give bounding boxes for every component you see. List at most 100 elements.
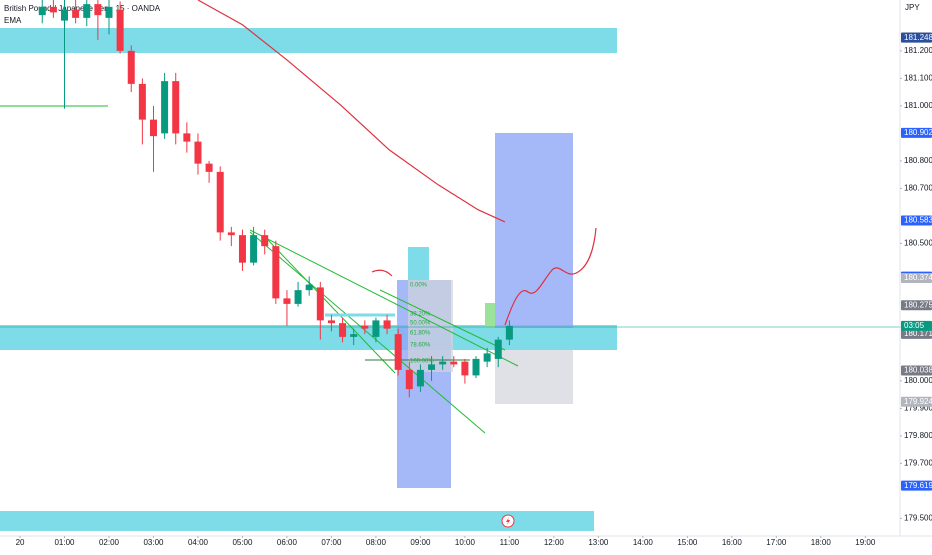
candle-body xyxy=(461,361,469,376)
x-tick-label: 04:00 xyxy=(188,538,209,547)
candle-body xyxy=(138,83,146,120)
candle-body xyxy=(194,141,202,164)
fib-label: 100.00% xyxy=(410,359,434,365)
candle-body xyxy=(316,287,324,321)
price-badge xyxy=(901,273,932,284)
candle-body xyxy=(272,246,280,299)
candle-body xyxy=(72,9,80,18)
candle-body xyxy=(383,320,391,329)
candle-body xyxy=(339,323,347,337)
price-badge-label: 180.275 xyxy=(904,300,932,309)
fib-label: 0.00% xyxy=(410,283,428,289)
y-tick-label: 181.200 xyxy=(904,46,932,55)
lower-zone xyxy=(0,511,594,531)
candle-body xyxy=(361,325,369,329)
x-tick-label: 10:00 xyxy=(455,538,476,547)
candle-body xyxy=(61,9,69,21)
arc-path xyxy=(371,269,393,277)
x-tick-label: 08:00 xyxy=(366,538,387,547)
candle-body xyxy=(127,50,135,84)
y-tick-label: 179.900 xyxy=(904,404,932,413)
currency-label: JPY xyxy=(905,3,920,12)
candle-body xyxy=(394,334,402,370)
indicator-label: EMA xyxy=(4,16,22,25)
x-tick-label: 11:00 xyxy=(500,538,520,547)
candle-body xyxy=(472,358,480,376)
y-tick-label: 180.000 xyxy=(904,376,932,385)
x-tick-label: 14:00 xyxy=(633,538,654,547)
candle-body xyxy=(505,325,513,340)
price-badge xyxy=(901,480,932,491)
candle-body xyxy=(205,163,213,172)
candle-body xyxy=(294,290,302,304)
y-tick-label: 179.800 xyxy=(904,431,932,440)
x-tick-label: 01:00 xyxy=(54,538,75,547)
candle-body xyxy=(216,171,224,233)
x-tick-label: 20 xyxy=(16,538,25,547)
candle-body xyxy=(116,9,124,51)
fib-label: 78.60% xyxy=(410,343,431,349)
trendline xyxy=(249,229,519,367)
price-badge xyxy=(901,127,932,138)
marker-box xyxy=(485,303,495,328)
candle-body xyxy=(327,320,335,324)
x-tick-label: 05:00 xyxy=(232,538,253,547)
y-tick-label: 180.800 xyxy=(904,156,932,165)
x-tick-label: 15:00 xyxy=(677,538,698,547)
price-badge-label: 180.902 xyxy=(904,128,932,137)
candle-body xyxy=(83,4,91,18)
demand-zone xyxy=(0,325,617,350)
candle-body xyxy=(238,235,246,263)
stop-box xyxy=(408,280,453,372)
candle-body xyxy=(416,369,424,387)
target-box xyxy=(495,133,573,328)
x-tick-label: 17:00 xyxy=(766,538,787,547)
candle-body xyxy=(372,320,380,337)
price-badge-label: 179.924 xyxy=(904,397,932,406)
candle-body xyxy=(38,6,46,16)
candle-body xyxy=(161,81,169,134)
trendlines xyxy=(0,105,519,434)
trendline xyxy=(379,289,506,351)
price-badge xyxy=(901,365,932,376)
price-badge-label: 180.171 xyxy=(904,329,932,338)
candle-body xyxy=(483,353,491,362)
candle-body xyxy=(283,298,291,304)
countdown-label: 03:05 xyxy=(904,321,925,330)
stop-box xyxy=(495,350,573,404)
y-tick-label: 180.500 xyxy=(904,238,932,247)
y-tick-label: 180.700 xyxy=(904,183,932,192)
candle-body xyxy=(305,284,313,291)
candle-body xyxy=(250,235,258,263)
price-badge xyxy=(901,396,932,407)
candle-body xyxy=(450,361,458,365)
price-badge xyxy=(901,300,932,311)
price-badge-label: 181.248 xyxy=(904,33,932,42)
x-tick-label: 09:00 xyxy=(410,538,431,547)
candle-body xyxy=(494,339,502,359)
x-tick-label: 12:00 xyxy=(544,538,565,547)
projection-path xyxy=(504,227,597,326)
x-tick-label: 19:00 xyxy=(855,538,876,547)
fib-label: 61.80% xyxy=(410,331,431,337)
price-badge-label: 179.619 xyxy=(904,481,932,490)
y-tick-label: 181.100 xyxy=(904,73,932,82)
ema-line xyxy=(197,0,506,223)
candle-body xyxy=(105,6,113,18)
candle-body xyxy=(172,81,180,134)
y-tick-label: 181.000 xyxy=(904,101,932,110)
x-tick-label: 16:00 xyxy=(722,538,743,547)
x-tick-label: 13:00 xyxy=(588,538,609,547)
fib-label: 38.20% xyxy=(410,312,431,318)
symbol-title: British Pound / Japanese Yen · 15 · OAND… xyxy=(4,4,161,13)
y-tick-label: 179.500 xyxy=(904,514,932,523)
candle-body xyxy=(149,119,157,137)
price-badge xyxy=(901,215,932,226)
countdown-badge xyxy=(901,320,932,331)
x-tick-label: 03:00 xyxy=(143,538,164,547)
x-tick-label: 06:00 xyxy=(277,538,298,547)
entry-box xyxy=(408,247,429,280)
y-tick-label: 179.700 xyxy=(904,459,932,468)
candle-body xyxy=(428,364,436,370)
